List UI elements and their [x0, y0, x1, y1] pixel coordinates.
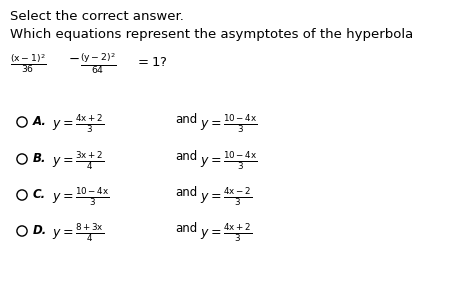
Text: D.: D. [33, 224, 47, 237]
Text: $y = \mathregular{\frac{10−4x}{3}}$: $y = \mathregular{\frac{10−4x}{3}}$ [200, 150, 258, 172]
Text: Select the correct answer.: Select the correct answer. [10, 10, 184, 23]
Text: $-$: $-$ [68, 52, 80, 65]
Text: $y = \mathregular{\frac{3x+2}{4}}$: $y = \mathregular{\frac{3x+2}{4}}$ [52, 150, 104, 172]
Text: $y = \mathregular{\frac{8+3x}{4}}$: $y = \mathregular{\frac{8+3x}{4}}$ [52, 222, 104, 244]
Text: $= 1?$: $= 1?$ [135, 56, 168, 69]
Text: $y = \mathregular{\frac{4x+2}{3}}$: $y = \mathregular{\frac{4x+2}{3}}$ [52, 113, 104, 135]
Text: $y = \mathregular{\frac{4x+2}{3}}$: $y = \mathregular{\frac{4x+2}{3}}$ [200, 222, 252, 244]
Text: C.: C. [33, 188, 46, 201]
Text: B.: B. [33, 152, 47, 165]
Text: and: and [175, 186, 197, 199]
Text: $\mathregular{\frac{(y-2)^2}{64}}$: $\mathregular{\frac{(y-2)^2}{64}}$ [80, 52, 116, 76]
Text: A.: A. [33, 115, 47, 128]
Text: $y = \mathregular{\frac{10−4x}{3}}$: $y = \mathregular{\frac{10−4x}{3}}$ [52, 186, 110, 208]
Text: $y = \mathregular{\frac{10−4x}{3}}$: $y = \mathregular{\frac{10−4x}{3}}$ [200, 113, 258, 135]
Text: $y = \mathregular{\frac{4x−2}{3}}$: $y = \mathregular{\frac{4x−2}{3}}$ [200, 186, 252, 208]
Text: and: and [175, 150, 197, 163]
Text: and: and [175, 113, 197, 126]
Text: $\mathregular{\frac{(x-1)^2}{36}}$: $\mathregular{\frac{(x-1)^2}{36}}$ [10, 52, 47, 75]
Text: and: and [175, 222, 197, 235]
Text: Which equations represent the asymptotes of the hyperbola: Which equations represent the asymptotes… [10, 28, 413, 41]
